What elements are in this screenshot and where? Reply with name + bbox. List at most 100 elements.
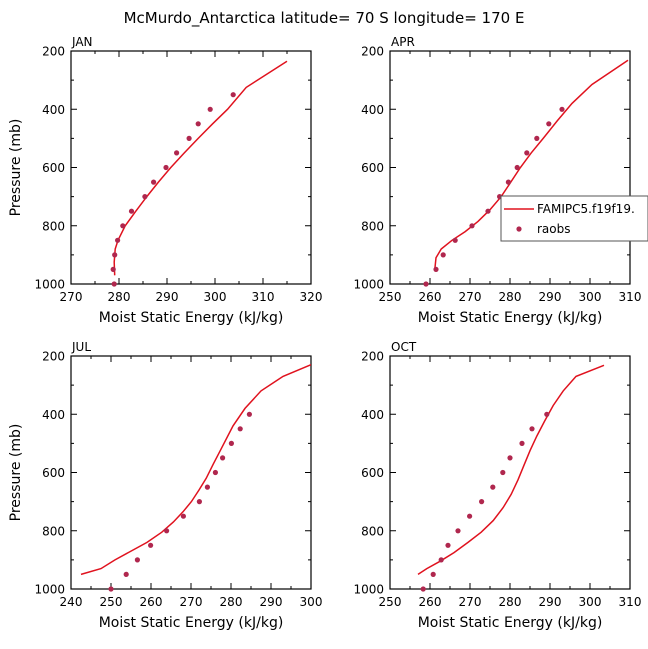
raob-point: [507, 455, 513, 461]
raob-point: [430, 571, 436, 578]
raob-point: [559, 106, 565, 112]
x-tick-label: 280: [220, 595, 243, 609]
raob-point: [479, 499, 485, 505]
panel-label: APR: [391, 35, 415, 49]
raob-point: [196, 499, 202, 505]
raob-point: [108, 586, 114, 592]
raob-point: [544, 411, 550, 417]
panel-label: JAN: [71, 35, 93, 49]
y-tick-label: 400: [361, 408, 384, 422]
raob-point: [546, 121, 552, 127]
y-axis-label: Pressure (mb): [8, 119, 24, 217]
y-tick-label: 200: [42, 350, 65, 364]
y-tick-label: 800: [42, 524, 65, 538]
y-tick-label: 200: [361, 45, 384, 59]
x-tick-label: 260: [419, 290, 442, 304]
y-tick-label: 1000: [353, 278, 384, 292]
raob-point: [420, 586, 426, 592]
raob-point: [485, 208, 491, 214]
panel-jul: 240 250 260 270 280 290 300 200 400 600 800 1000 JUL…: [8, 340, 322, 631]
x-tick-label: 240: [60, 595, 83, 609]
x-tick-label: 260: [419, 595, 442, 609]
raob-point: [505, 179, 511, 185]
raob-point: [500, 469, 506, 476]
x-tick-label: 300: [579, 595, 602, 609]
raob-point: [174, 150, 180, 156]
x-tick-label: 300: [204, 290, 227, 304]
legend: FAMIPC5.f19f19. raobs: [500, 195, 648, 242]
raob-point: [529, 426, 535, 432]
panel-apr: 250 260 270 280 290 300 310 200 400 600 800 1000 APR…: [353, 35, 648, 326]
x-tick-label: 290: [156, 290, 179, 304]
x-tick-label: 290: [539, 595, 562, 609]
raob-point: [112, 252, 118, 258]
raob-point: [111, 281, 117, 287]
raob-point: [230, 92, 236, 98]
y-axis-label: Pressure (mb): [8, 424, 24, 522]
x-tick-label: 260: [140, 595, 163, 609]
x-tick-label: 270: [60, 290, 83, 304]
y-tick-label: 400: [361, 103, 384, 117]
x-tick-label: 300: [300, 595, 323, 609]
raob-point: [204, 484, 210, 490]
x-tick-label: 290: [260, 595, 283, 609]
y-tick-label: 200: [361, 350, 384, 364]
plot-frame: [389, 50, 631, 285]
raob-point: [534, 135, 540, 141]
raob-point: [438, 557, 444, 563]
x-tick-label: 280: [499, 595, 522, 609]
raob-point: [220, 455, 226, 461]
x-tick-label: 250: [379, 595, 402, 609]
raob-point: [123, 571, 129, 578]
x-axis-label: Moist Static Energy (kJ/kg): [99, 615, 284, 631]
x-tick-label: 280: [108, 290, 131, 304]
model-line: [434, 59, 629, 270]
y-tick-label: 800: [361, 219, 384, 233]
series-area: [417, 364, 605, 576]
raob-point: [115, 237, 121, 243]
legend-marker-swatch: [516, 226, 522, 232]
x-axis-label: Moist Static Energy (kJ/kg): [99, 310, 284, 326]
x-tick-label: 270: [180, 595, 203, 609]
y-tick-label: 1000: [353, 583, 384, 597]
y-tick-label: 1000: [34, 583, 65, 597]
plot-frame: [389, 355, 631, 590]
raob-point: [246, 411, 252, 417]
raob-point: [452, 237, 458, 243]
series-area: [434, 59, 629, 270]
raob-point: [128, 208, 135, 214]
raob-point: [212, 469, 218, 476]
raob-point: [433, 266, 439, 272]
raob-point: [445, 542, 451, 548]
raob-point: [524, 150, 530, 156]
model-line: [80, 364, 311, 576]
raob-point: [455, 528, 461, 534]
x-tick-label: 310: [619, 290, 642, 304]
model-line: [113, 60, 288, 276]
raob-point: [228, 440, 234, 446]
x-tick-label: 310: [619, 595, 642, 609]
y-tick-label: 400: [42, 103, 65, 117]
x-axis-label: Moist Static Energy (kJ/kg): [418, 310, 603, 326]
y-tick-label: 800: [361, 524, 384, 538]
raob-point: [467, 513, 473, 519]
raob-point: [186, 135, 192, 141]
raob-point: [151, 179, 157, 185]
x-tick-label: 250: [100, 595, 123, 609]
figure-title: McMurdo_Antarctica latitude= 70 S longit…: [124, 9, 525, 28]
x-tick-label: 300: [579, 290, 602, 304]
x-tick-label: 290: [539, 290, 562, 304]
model-line: [417, 364, 605, 576]
x-tick-label: 310: [252, 290, 275, 304]
panel-oct: 250 260 270 280 290 300 310 200 400 600 800 1000 OCT…: [353, 340, 641, 631]
legend-box: [500, 195, 648, 242]
x-axis-label: Moist Static Energy (kJ/kg): [418, 615, 603, 631]
x-tick-label: 280: [499, 290, 522, 304]
raob-point: [148, 542, 154, 548]
plot-frame: [70, 355, 312, 590]
raob-point: [514, 164, 520, 171]
raob-point: [164, 528, 170, 534]
x-tick-label: 270: [459, 595, 482, 609]
raob-point: [142, 194, 148, 200]
